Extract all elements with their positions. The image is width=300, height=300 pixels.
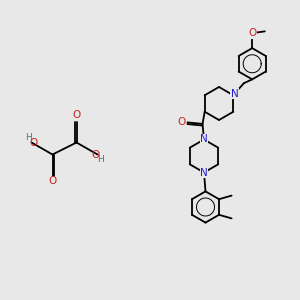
Text: H: H — [97, 155, 104, 164]
Text: O: O — [177, 117, 186, 128]
Text: N: N — [200, 167, 208, 178]
Text: O: O — [48, 176, 57, 187]
Text: H: H — [25, 133, 32, 142]
Text: N: N — [231, 89, 239, 99]
Text: N: N — [200, 134, 208, 145]
Text: O: O — [91, 149, 99, 160]
Text: O: O — [248, 28, 256, 38]
Text: O: O — [72, 110, 81, 121]
Text: O: O — [30, 137, 38, 148]
